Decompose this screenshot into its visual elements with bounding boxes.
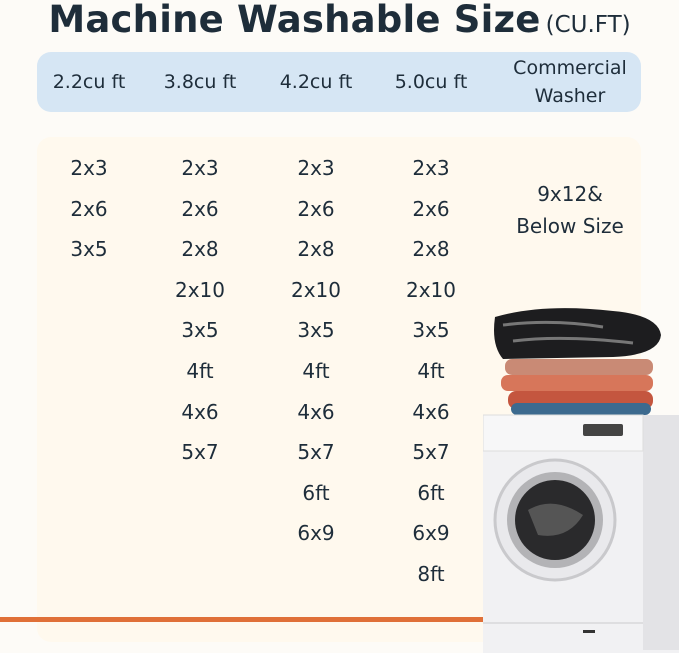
title-main: Machine Washable Size <box>48 0 541 41</box>
washing-machine-with-rugs-image <box>483 308 679 653</box>
size-cell: 3x5 <box>181 318 219 343</box>
size-cell: 2x8 <box>181 237 219 262</box>
size-cell: 6ft <box>417 480 445 505</box>
header-2-2: 2.2cu ft <box>52 71 126 93</box>
size-cell: 2x3 <box>70 156 108 180</box>
size-cell: 2x8 <box>297 237 335 262</box>
folded-rugs <box>494 308 661 415</box>
header-5-0: 5.0cu ft <box>394 71 468 93</box>
header-commercial: Commercial Washer <box>513 57 627 107</box>
size-cell: 2x3 <box>297 156 335 180</box>
washing-machine <box>483 414 679 653</box>
size-cell: 4ft <box>302 358 330 383</box>
page-title: Machine Washable Size (CU.FT) <box>0 0 679 41</box>
size-cell: 3x5 <box>412 318 450 343</box>
size-cell: 4ft <box>417 358 445 383</box>
title-unit: (CU.FT) <box>545 12 631 38</box>
column-2-2: 2x3 2x6 3x5 <box>70 153 107 275</box>
size-cell: 6ft <box>302 480 330 505</box>
column-5-0: 2x3 2x6 2x8 2x10 3x5 4ft 4x6 5x7 6ft 6x9 8ft <box>406 153 456 600</box>
column-4-2: 2x3 2x6 2x8 2x10 3x5 4ft 4x6 5x7 6ft 6x9 <box>291 153 341 559</box>
size-cell: 3x5 <box>297 318 335 343</box>
size-cell: 5x7 <box>412 440 450 465</box>
size-cell: 4x6 <box>412 399 450 424</box>
size-cell: 3x5 <box>70 237 108 262</box>
size-cell: 2x6 <box>297 196 335 221</box>
column-3-8: 2x3 2x6 2x8 2x10 3x5 4ft 4x6 5x7 <box>175 153 225 478</box>
size-cell: 5x7 <box>297 440 335 465</box>
size-cell: 2x3 <box>181 156 219 180</box>
size-cell: 4x6 <box>297 399 335 424</box>
capacity-header-band: 2.2cu ft 3.8cu ft 4.2cu ft 5.0cu ft Comm… <box>37 52 641 112</box>
size-cell: 2x10 <box>290 277 342 302</box>
commercial-sizes: 9x12& Below Size <box>516 182 624 238</box>
size-cell: 4ft <box>186 358 214 383</box>
size-cell: 2x6 <box>181 196 219 221</box>
size-cell: 2x8 <box>412 237 450 262</box>
size-cell: 4x6 <box>181 399 219 424</box>
accent-line <box>0 617 486 622</box>
size-cell: 2x6 <box>70 196 108 221</box>
size-cell: 2x10 <box>174 277 226 302</box>
size-cell: 6x9 <box>297 521 335 546</box>
size-cell: 5x7 <box>181 440 219 465</box>
header-4-2: 4.2cu ft <box>279 71 353 93</box>
size-cell: 2x10 <box>405 277 457 302</box>
size-cell: 2x6 <box>412 196 450 221</box>
size-cell: 6x9 <box>412 521 450 546</box>
header-3-8: 3.8cu ft <box>163 71 237 93</box>
size-cell: 2x3 <box>412 156 450 180</box>
size-cell: 8ft <box>417 561 445 586</box>
